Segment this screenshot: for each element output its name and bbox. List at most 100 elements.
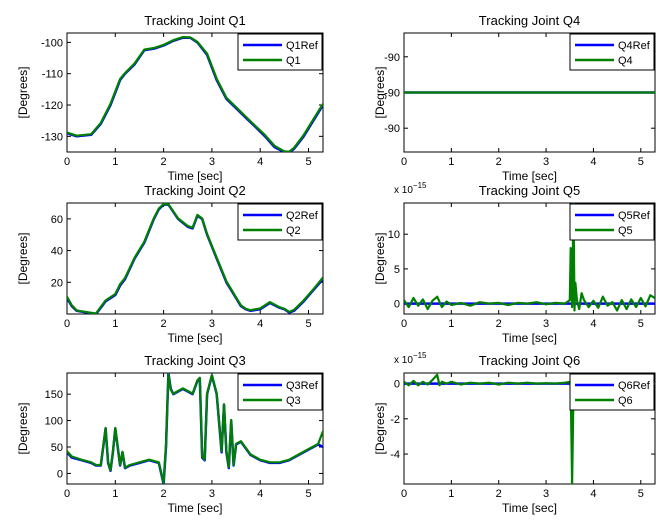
legend: Q4Ref Q4: [569, 33, 655, 71]
chart-title: Tracking Joint Q4: [479, 13, 580, 28]
chart-q2: 0 1 2 3 4 5 20 40 60 Tracking Joint Q2 Time [sec] […: [16, 183, 324, 345]
legend: Q5Ref Q5: [569, 203, 655, 241]
chart-q4: 0 1 2 3 4 5 -90 -90 -90 Tracking Joint Q4 Time [se…: [373, 13, 656, 183]
legend: Q6Ref Q6: [569, 373, 655, 411]
chart-title: Tracking Joint Q1: [144, 13, 245, 28]
x-tick-label: 5: [638, 488, 644, 500]
legend-label: Q3Ref: [286, 380, 319, 392]
legend-label: Q4Ref: [618, 40, 651, 52]
x-tick-label: 4: [590, 156, 596, 168]
series-line-q5: [404, 203, 655, 312]
exponent-label: x 10−15: [394, 351, 427, 366]
x-tick-label: 4: [590, 318, 596, 330]
y-tick-label: 10: [388, 229, 400, 241]
y-tick-label: 5: [394, 264, 400, 276]
legend-label: Q6: [618, 395, 633, 407]
legend-box: [237, 33, 323, 71]
series-group: [67, 35, 323, 152]
y-tick-label: -4: [390, 449, 400, 461]
y-tick-label: 0: [394, 379, 400, 391]
y-tick-label: -120: [41, 100, 63, 112]
series-group: [404, 203, 655, 312]
y-axis-label: [Degrees]: [16, 66, 30, 118]
x-tick-label: 0: [64, 488, 70, 500]
x-tick-label: 2: [496, 318, 502, 330]
x-tick-label: 1: [448, 318, 454, 330]
legend-label: Q6Ref: [618, 380, 651, 392]
y-tick-label: 50: [51, 442, 63, 454]
legend: Q3Ref Q3: [237, 373, 323, 411]
x-tick-label: 5: [305, 488, 311, 500]
x-tick-label: 5: [638, 156, 644, 168]
x-axis-label: Time [sec]: [168, 331, 223, 345]
x-axis-label: Time [sec]: [168, 169, 223, 183]
series-line-q2: [67, 203, 323, 314]
x-tick-label: 3: [209, 488, 215, 500]
y-tick-label: -110: [42, 69, 63, 81]
x-axis-label: Time [sec]: [502, 331, 557, 345]
x-tick-label: 0: [401, 156, 407, 168]
y-tick-label: 0: [394, 299, 400, 311]
legend-label: Q5: [618, 225, 633, 237]
x-tick-label: 2: [161, 156, 167, 168]
x-tick-label: 5: [305, 156, 311, 168]
x-tick-label: 2: [496, 488, 502, 500]
x-tick-label: 0: [64, 318, 70, 330]
x-tick-label: 4: [257, 156, 263, 168]
legend-box: [237, 203, 323, 241]
x-tick-label: 2: [161, 488, 167, 500]
x-axis-label: Time [sec]: [168, 501, 223, 515]
x-tick-label: 2: [161, 318, 167, 330]
x-tick-label: 1: [112, 488, 118, 500]
x-tick-label: 3: [543, 156, 549, 168]
y-tick-label: -90: [384, 123, 400, 135]
x-tick-label: 4: [590, 488, 596, 500]
series-line-q3: [67, 373, 323, 484]
legend-label: Q1Ref: [286, 40, 319, 52]
y-tick-label: 40: [51, 246, 63, 258]
x-tick-label: 4: [257, 318, 263, 330]
legend-label: Q4: [618, 55, 633, 67]
legend-box: [569, 373, 655, 411]
legend-label: Q3: [286, 395, 301, 407]
y-tick-label: 0: [57, 468, 63, 480]
legend: Q1Ref Q1: [237, 33, 323, 71]
x-tick-label: 1: [448, 488, 454, 500]
exponent-label: x 10−15: [394, 181, 427, 196]
y-tick-label: -100: [41, 37, 63, 49]
legend-label: Q1: [286, 55, 301, 67]
series-group: [67, 203, 323, 314]
y-tick-label: -130: [41, 131, 63, 143]
chart-title: Tracking Joint Q3: [144, 353, 245, 368]
y-tick-label: 100: [45, 416, 63, 428]
x-tick-label: 0: [64, 156, 70, 168]
x-tick-label: 5: [638, 318, 644, 330]
x-tick-label: 1: [112, 318, 118, 330]
x-tick-label: 3: [543, 488, 549, 500]
legend-label: Q5Ref: [618, 210, 651, 222]
chart-q6: 0 1 2 3 4 5 -4 -2 0 Tracking Joint Q6 x 10−15 Time …: [373, 351, 656, 515]
x-tick-label: 3: [209, 318, 215, 330]
y-tick-label: -90: [384, 88, 400, 100]
chart-title: Tracking Joint Q5: [479, 183, 580, 198]
chart-title: Tracking Joint Q6: [479, 353, 580, 368]
x-tick-label: 0: [401, 318, 407, 330]
x-axis-label: Time [sec]: [502, 169, 557, 183]
y-axis-label: [Degrees]: [16, 402, 30, 454]
chart-q5: 0 1 2 3 4 5 0 5 10 Tracking Joint Q5 x 10−15 Time […: [373, 181, 656, 345]
series-group: [67, 373, 323, 484]
x-tick-label: 3: [543, 318, 549, 330]
legend-box: [237, 373, 323, 411]
legend-label: Q2: [286, 225, 301, 237]
y-tick-label: -90: [384, 52, 400, 64]
x-tick-label: 3: [209, 156, 215, 168]
y-tick-label: 60: [51, 214, 63, 226]
legend-box: [569, 203, 655, 241]
y-tick-label: -2: [390, 414, 400, 426]
x-tick-label: 5: [305, 318, 311, 330]
y-tick-label: 20: [51, 277, 63, 289]
x-tick-label: 1: [112, 156, 118, 168]
y-tick-label: 150: [45, 389, 63, 401]
x-tick-label: 4: [257, 488, 263, 500]
